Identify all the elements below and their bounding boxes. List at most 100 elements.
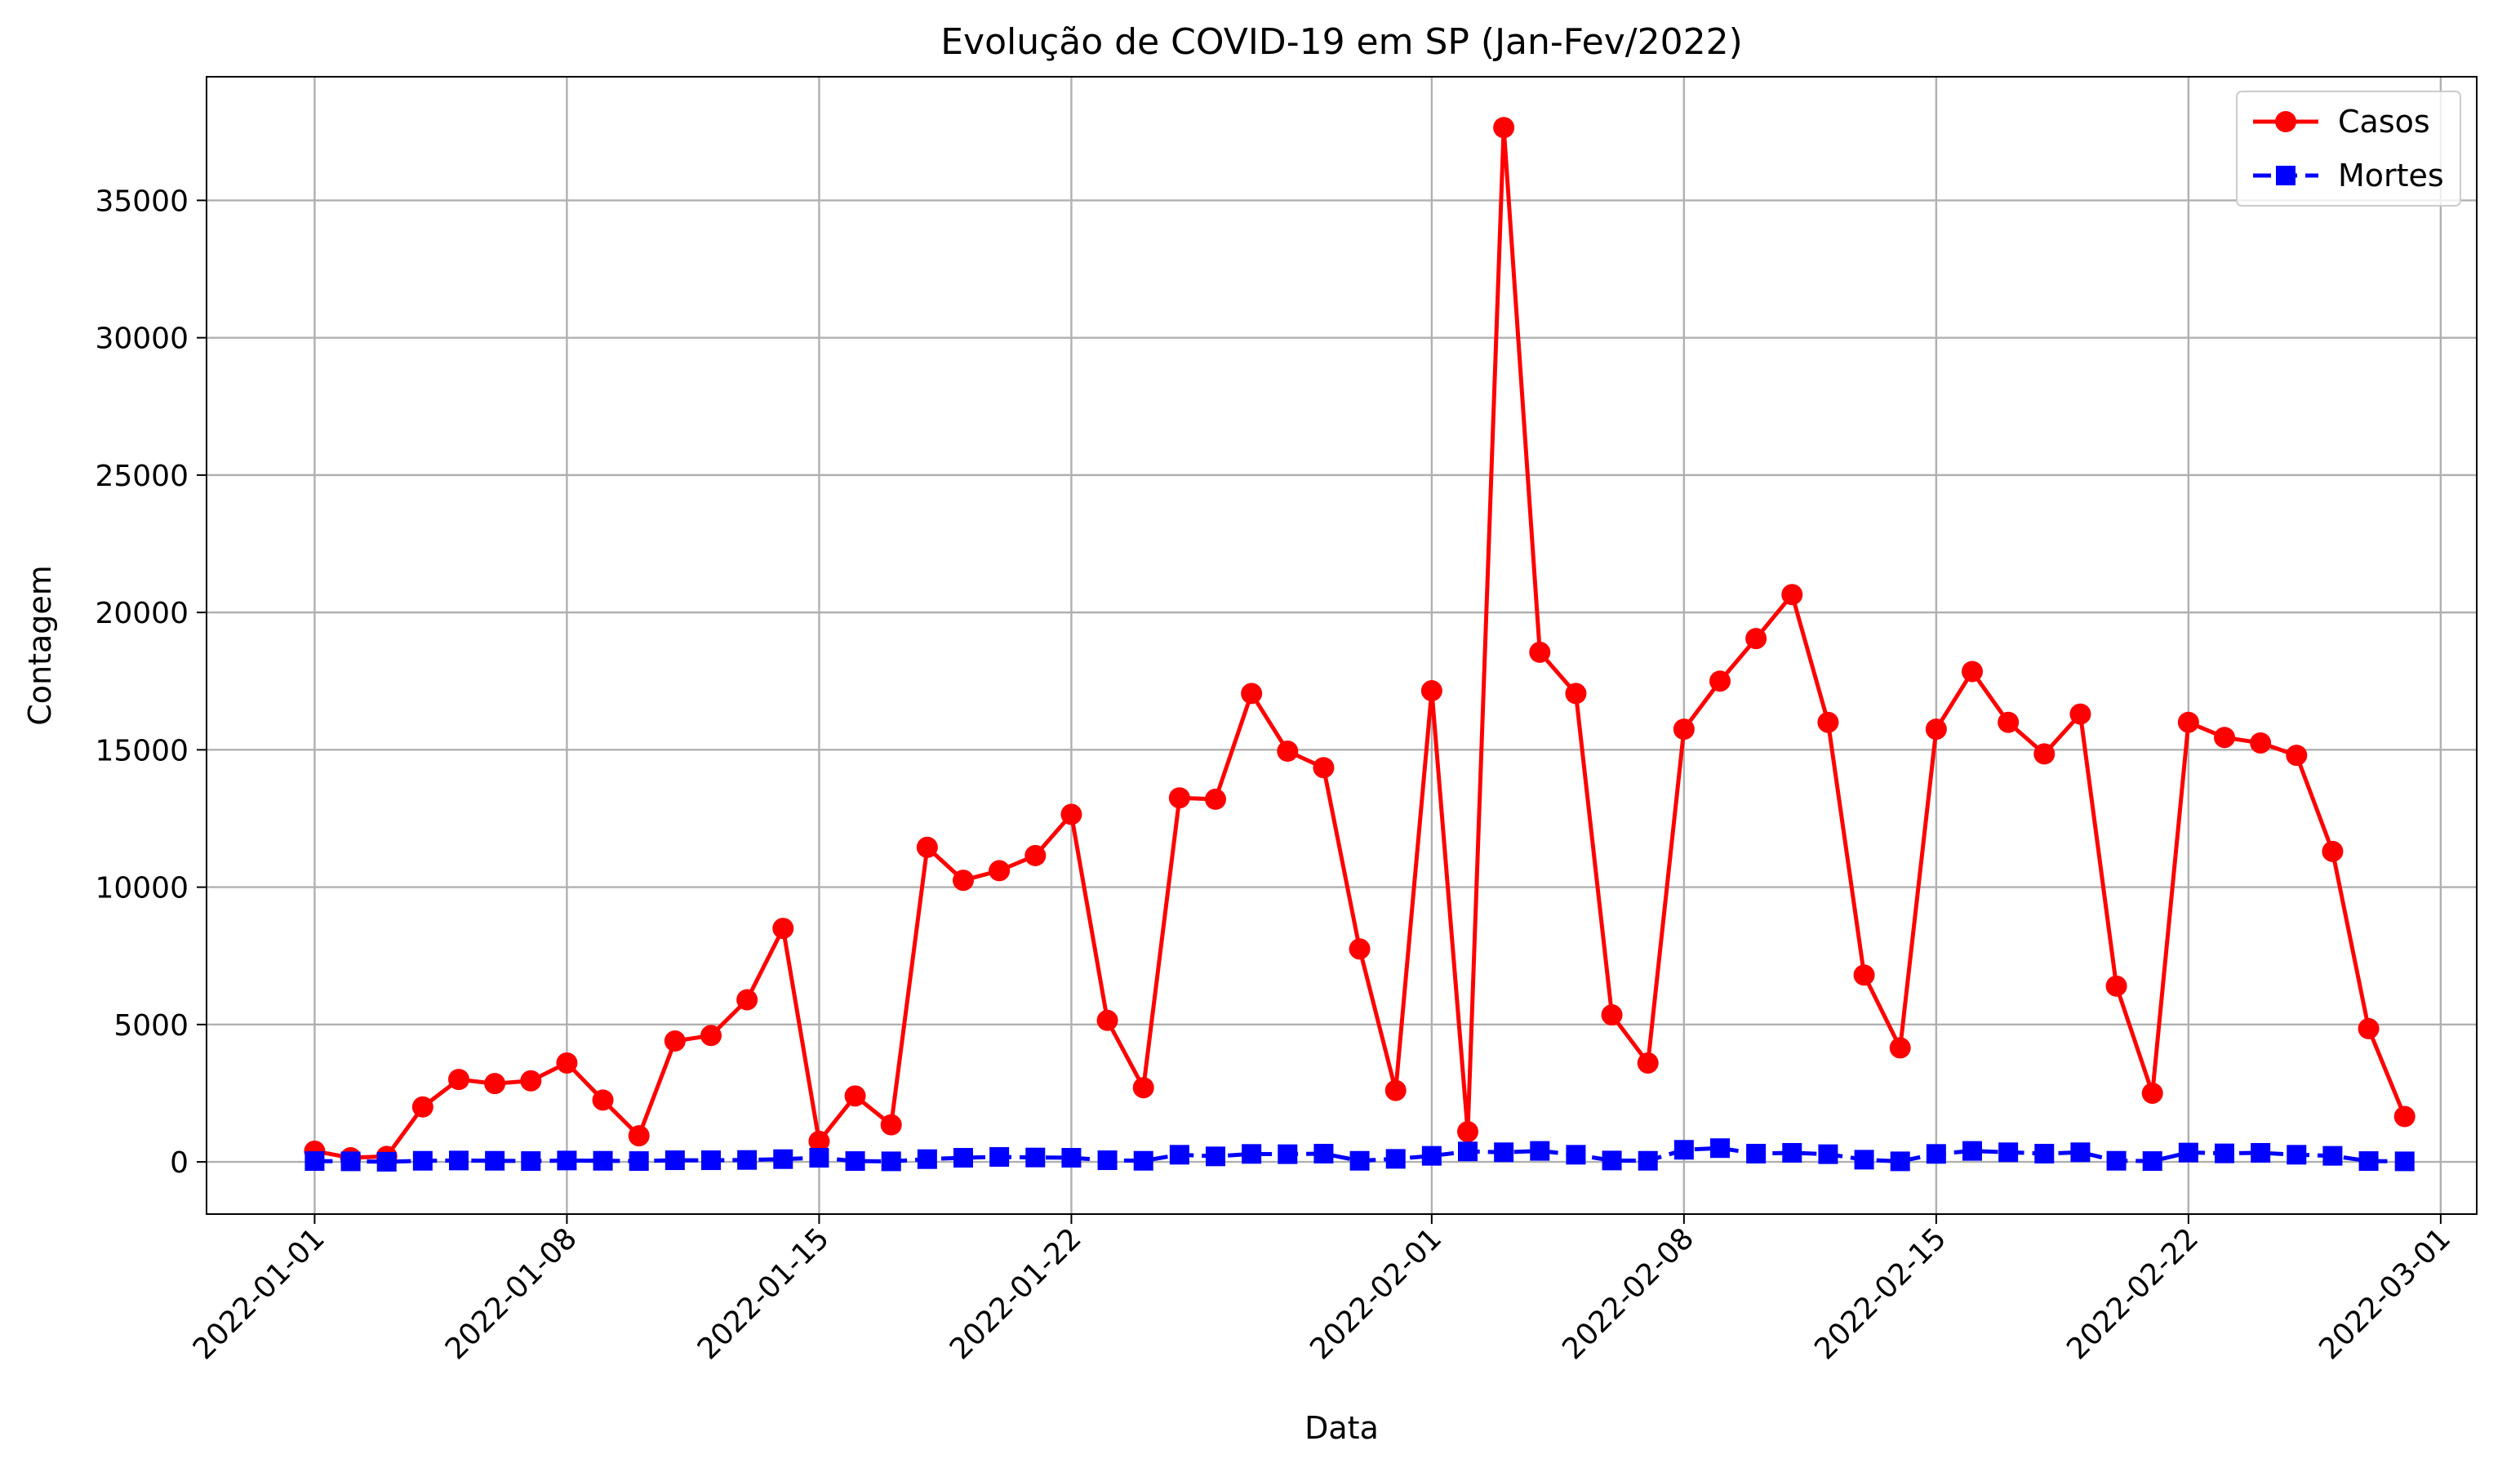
data-point-casos xyxy=(592,1089,614,1111)
legend: Casos Mortes xyxy=(2236,91,2461,207)
legend-marker xyxy=(2276,166,2296,185)
data-point-mortes xyxy=(2142,1151,2162,1172)
data-point-mortes xyxy=(2287,1145,2307,1165)
data-point-mortes xyxy=(376,1151,397,1172)
data-point-casos xyxy=(2105,975,2127,997)
data-point-mortes xyxy=(1349,1150,1370,1171)
legend-label: Mortes xyxy=(2338,158,2444,194)
legend-marker xyxy=(2275,111,2296,132)
data-point-casos xyxy=(1998,711,2020,733)
data-point-casos xyxy=(448,1069,469,1091)
data-point-mortes xyxy=(629,1151,649,1172)
y-tick-label: 30000 xyxy=(95,323,189,356)
data-point-mortes xyxy=(1097,1150,1118,1171)
series-mortes xyxy=(304,1138,2415,1172)
y-tick-label: 0 xyxy=(170,1146,189,1180)
data-point-mortes xyxy=(485,1150,505,1171)
data-point-mortes xyxy=(340,1151,361,1172)
data-point-casos xyxy=(2322,840,2344,862)
data-point-mortes xyxy=(521,1151,541,1172)
data-point-mortes xyxy=(1566,1145,1586,1165)
data-point-mortes xyxy=(1421,1145,1442,1166)
data-point-mortes xyxy=(1313,1143,1334,1163)
y-tick-label: 20000 xyxy=(95,597,189,630)
plot-frame xyxy=(206,76,2478,1215)
data-point-mortes xyxy=(1890,1151,1910,1172)
data-point-casos xyxy=(411,1096,433,1118)
data-point-casos xyxy=(2214,727,2235,749)
data-point-mortes xyxy=(1926,1144,1946,1164)
data-point-mortes xyxy=(2358,1151,2379,1172)
data-point-mortes xyxy=(1133,1150,1153,1171)
data-point-mortes xyxy=(2215,1143,2234,1163)
data-point-casos xyxy=(1637,1052,1659,1074)
data-point-casos xyxy=(2250,732,2272,754)
data-point-casos xyxy=(1277,741,1299,763)
data-point-mortes xyxy=(953,1148,973,1168)
data-point-mortes xyxy=(1025,1147,1046,1168)
data-point-casos xyxy=(808,1130,830,1152)
data-point-casos xyxy=(1781,584,1803,606)
data-point-casos xyxy=(1493,117,1515,139)
data-point-mortes xyxy=(773,1149,793,1169)
data-point-mortes xyxy=(881,1151,901,1172)
data-point-mortes xyxy=(1602,1150,1622,1171)
data-point-casos xyxy=(2393,1105,2416,1128)
data-point-mortes xyxy=(2178,1142,2198,1163)
legend-item-mortes: Mortes xyxy=(2253,158,2444,194)
data-point-casos xyxy=(772,918,794,940)
data-point-casos xyxy=(1457,1121,1478,1143)
data-point-casos xyxy=(1673,718,1695,741)
data-point-casos xyxy=(1205,788,1226,810)
data-point-mortes xyxy=(2394,1151,2415,1172)
data-point-casos xyxy=(484,1073,506,1095)
data-point-casos xyxy=(736,989,758,1011)
data-point-mortes xyxy=(1278,1144,1298,1164)
data-point-casos xyxy=(1601,1004,1623,1026)
data-point-casos xyxy=(2358,1017,2380,1039)
data-point-mortes xyxy=(1206,1146,1225,1167)
grid xyxy=(207,77,2477,1214)
data-point-casos xyxy=(664,1030,686,1052)
data-point-casos xyxy=(1962,661,1983,683)
legend-item-casos: Casos xyxy=(2253,104,2430,140)
data-point-mortes xyxy=(1818,1144,1838,1164)
data-point-casos xyxy=(880,1114,902,1136)
y-tick-label: 5000 xyxy=(113,1009,189,1043)
data-point-casos xyxy=(1096,1009,1118,1031)
data-point-mortes xyxy=(1458,1141,1478,1162)
data-point-casos xyxy=(1420,680,1442,702)
data-point-casos xyxy=(1313,757,1335,779)
data-point-mortes xyxy=(917,1149,937,1169)
data-point-mortes xyxy=(1673,1140,1694,1160)
data-point-mortes xyxy=(1061,1148,1082,1168)
data-point-mortes xyxy=(2034,1143,2055,1163)
legend-label: Casos xyxy=(2338,104,2430,140)
data-point-casos xyxy=(1853,964,1875,986)
data-point-mortes xyxy=(1494,1142,1514,1163)
data-point-casos xyxy=(1132,1077,1154,1099)
data-point-casos xyxy=(1709,670,1731,692)
data-point-casos xyxy=(1349,938,1371,960)
data-point-mortes xyxy=(1782,1142,1802,1163)
data-point-mortes xyxy=(664,1150,685,1171)
data-point-mortes xyxy=(1998,1142,2019,1163)
data-point-mortes xyxy=(1638,1150,1658,1171)
data-point-mortes xyxy=(1169,1145,1189,1165)
data-point-casos xyxy=(1060,803,1082,825)
legend-items: Casos Mortes xyxy=(2253,104,2444,194)
data-point-mortes xyxy=(2251,1142,2271,1163)
data-point-mortes xyxy=(412,1150,433,1171)
data-point-mortes xyxy=(593,1150,613,1171)
data-point-casos xyxy=(1925,718,1947,741)
data-point-casos xyxy=(628,1125,650,1147)
data-point-mortes xyxy=(701,1150,721,1171)
data-point-mortes xyxy=(1854,1150,1874,1170)
data-point-casos xyxy=(1024,844,1047,866)
data-point-casos xyxy=(556,1052,578,1074)
data-point-casos xyxy=(2033,743,2056,765)
data-point-mortes xyxy=(989,1147,1010,1168)
data-point-casos xyxy=(700,1025,722,1047)
data-point-casos xyxy=(1384,1079,1407,1101)
data-point-casos xyxy=(2141,1082,2163,1104)
